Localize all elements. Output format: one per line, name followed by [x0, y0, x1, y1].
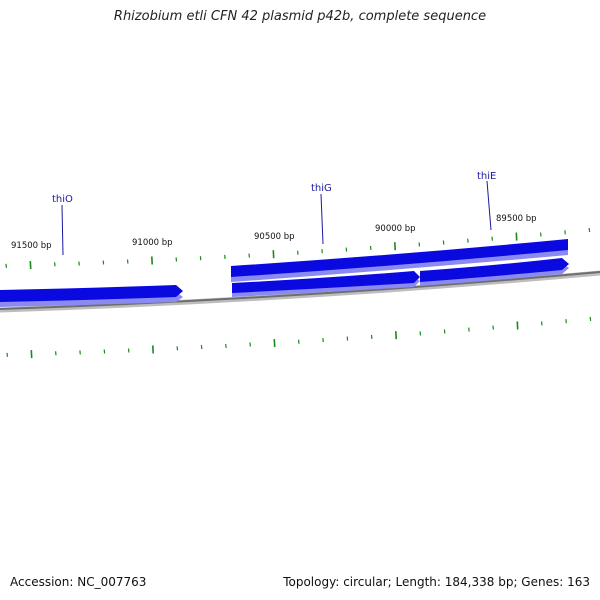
gene-leader-line — [320, 193, 324, 245]
scale-label: 90500 bp — [254, 232, 295, 242]
genes-value: 163 — [567, 575, 590, 589]
genes-label: Genes: — [521, 575, 564, 589]
gene-arrow-thiG[interactable] — [231, 239, 568, 282]
scale-label: 91000 bp — [132, 238, 173, 248]
topology-value: circular — [343, 575, 388, 589]
gene-label-thiE: thiE — [477, 171, 496, 182]
gene-label-thiO: thiO — [52, 194, 73, 205]
tick-row-lower — [6, 316, 592, 359]
gene-label-thiG: thiG — [311, 183, 332, 194]
footer-accession: Accession: NC_007763 — [10, 575, 146, 589]
gene-arrow-fourth[interactable] — [420, 258, 569, 286]
gene-leader-line — [486, 180, 492, 231]
length-value: 184,338 bp — [444, 575, 514, 589]
scale-label: 90000 bp — [375, 224, 416, 234]
length-label: Length: — [395, 575, 441, 589]
backbone — [0, 270, 600, 313]
gene-arrow-thiO[interactable] — [0, 285, 183, 307]
footer-summary: Topology: circular; Length: 184,338 bp; … — [283, 575, 590, 589]
topology-label: Topology: — [283, 575, 340, 589]
accession-label: Accession: — [10, 575, 74, 589]
accession-value: NC_007763 — [77, 575, 147, 589]
scale-label: 89500 bp — [496, 214, 537, 224]
gene-leader-line — [61, 204, 64, 256]
tick-row-upper — [5, 227, 591, 270]
scale-label: 91500 bp — [11, 241, 52, 251]
map-title: Rhizobium etli CFN 42 plasmid p42b, comp… — [113, 9, 487, 24]
gene-arrow-thiE[interactable] — [232, 271, 420, 297]
